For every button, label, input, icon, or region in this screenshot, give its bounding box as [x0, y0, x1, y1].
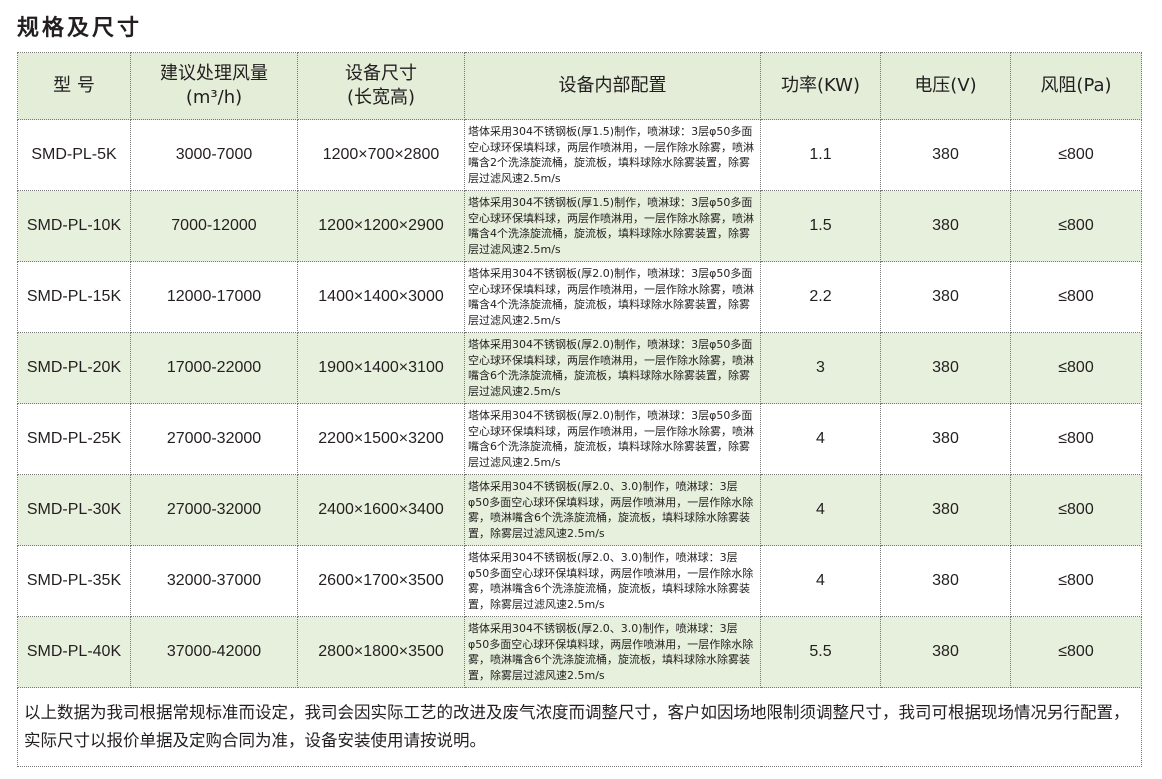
airflow-cell: 7000-12000 — [130, 190, 298, 262]
power-cell: 4 — [760, 474, 881, 546]
resistance-cell: ≤800 — [1010, 545, 1142, 617]
airflow-cell: 17000-22000 — [130, 332, 298, 404]
header-size-label: 设备尺寸 — [345, 63, 417, 84]
table-row: SMD-PL-15K 12000-17000 1400×1400×3000 塔体采用3… — [17, 261, 1142, 333]
size-cell: 2800×1800×3500 — [297, 616, 465, 688]
config-cell: 塔体采用304不锈钢板(厚2.0)制作，喷淋球：3层φ50多面空心球环保填料球，… — [464, 261, 761, 333]
table-row: SMD-PL-25K 27000-32000 2200×1500×3200 塔体采用3… — [17, 403, 1142, 475]
header-power: 功率(KW) — [760, 52, 881, 120]
table-row: SMD-PL-10K 7000-12000 1200×1200×2900 塔体采用30… — [17, 190, 1142, 262]
size-cell: 2400×1600×3400 — [297, 474, 465, 546]
model-cell: SMD-PL-15K — [17, 261, 131, 333]
header-model: 型 号 — [17, 52, 131, 120]
resistance-cell: ≤800 — [1010, 190, 1142, 262]
airflow-cell: 12000-17000 — [130, 261, 298, 333]
power-cell: 1.5 — [760, 190, 881, 262]
size-cell: 1200×700×2800 — [297, 119, 465, 191]
airflow-cell: 37000-42000 — [130, 616, 298, 688]
resistance-cell: ≤800 — [1010, 261, 1142, 333]
voltage-cell: 380 — [880, 403, 1011, 475]
spec-table: 型 号 建议处理风量 (m³/h) 设备尺寸 (长宽高) 设备内部配置 功率(KW)… — [17, 52, 1142, 767]
header-size: 设备尺寸 (长宽高) — [297, 52, 465, 120]
airflow-cell: 3000-7000 — [130, 119, 298, 191]
config-cell: 塔体采用304不锈钢板(厚1.5)制作，喷淋球：3层φ50多面空心球环保填料球，… — [464, 119, 761, 191]
header-airflow-unit: (m³/h) — [185, 87, 243, 108]
power-cell: 5.5 — [760, 616, 881, 688]
resistance-cell: ≤800 — [1010, 403, 1142, 475]
header-voltage: 电压(V) — [880, 52, 1011, 120]
resistance-cell: ≤800 — [1010, 474, 1142, 546]
power-cell: 3 — [760, 332, 881, 404]
size-cell: 1400×1400×3000 — [297, 261, 465, 333]
size-cell: 2200×1500×3200 — [297, 403, 465, 475]
voltage-cell: 380 — [880, 261, 1011, 333]
header-row: 型 号 建议处理风量 (m³/h) 设备尺寸 (长宽高) 设备内部配置 功率(KW)… — [17, 52, 1142, 120]
size-cell: 1900×1400×3100 — [297, 332, 465, 404]
size-cell: 1200×1200×2900 — [297, 190, 465, 262]
config-cell: 塔体采用304不锈钢板(厚2.0、3.0)制作，喷淋球：3层φ50多面空心球环保… — [464, 545, 761, 617]
power-cell: 4 — [760, 403, 881, 475]
config-cell: 塔体采用304不锈钢板(厚1.5)制作，喷淋球：3层φ50多面空心球环保填料球，… — [464, 190, 761, 262]
model-cell: SMD-PL-20K — [17, 332, 131, 404]
model-cell: SMD-PL-25K — [17, 403, 131, 475]
airflow-cell: 27000-32000 — [130, 403, 298, 475]
voltage-cell: 380 — [880, 119, 1011, 191]
voltage-cell: 380 — [880, 332, 1011, 404]
page-title: 规格及尺寸 — [17, 16, 143, 41]
size-cell: 2600×1700×3500 — [297, 545, 465, 617]
resistance-cell: ≤800 — [1010, 616, 1142, 688]
model-cell: SMD-PL-5K — [17, 119, 131, 191]
table-row: SMD-PL-35K 32000-37000 2600×1700×3500 塔体采用3… — [17, 545, 1142, 617]
header-airflow: 建议处理风量 (m³/h) — [130, 52, 298, 120]
config-cell: 塔体采用304不锈钢板(厚2.0)制作，喷淋球：3层φ50多面空心球环保填料球，… — [464, 403, 761, 475]
header-config: 设备内部配置 — [464, 52, 761, 120]
voltage-cell: 380 — [880, 545, 1011, 617]
voltage-cell: 380 — [880, 616, 1011, 688]
header-airflow-label: 建议处理风量 — [160, 63, 268, 84]
voltage-cell: 380 — [880, 474, 1011, 546]
airflow-cell: 27000-32000 — [130, 474, 298, 546]
model-cell: SMD-PL-30K — [17, 474, 131, 546]
table-row: SMD-PL-5K 3000-7000 1200×700×2800 塔体采用304不锈… — [17, 119, 1142, 191]
model-cell: SMD-PL-10K — [17, 190, 131, 262]
airflow-cell: 32000-37000 — [130, 545, 298, 617]
table-row: SMD-PL-20K 17000-22000 1900×1400×3100 塔体采用3… — [17, 332, 1142, 404]
model-cell: SMD-PL-35K — [17, 545, 131, 617]
voltage-cell: 380 — [880, 190, 1011, 262]
config-cell: 塔体采用304不锈钢板(厚2.0、3.0)制作，喷淋球：3层φ50多面空心球环保… — [464, 616, 761, 688]
config-cell: 塔体采用304不锈钢板(厚2.0、3.0)制作，喷淋球：3层φ50多面空心球环保… — [464, 474, 761, 546]
resistance-cell: ≤800 — [1010, 332, 1142, 404]
table-row: SMD-PL-30K 27000-32000 2400×1600×3400 塔体采用3… — [17, 474, 1142, 546]
config-cell: 塔体采用304不锈钢板(厚2.0)制作，喷淋球：3层φ50多面空心球环保填料球，… — [464, 332, 761, 404]
model-cell: SMD-PL-40K — [17, 616, 131, 688]
power-cell: 4 — [760, 545, 881, 617]
power-cell: 2.2 — [760, 261, 881, 333]
power-cell: 1.1 — [760, 119, 881, 191]
header-size-unit: (长宽高) — [346, 87, 416, 108]
table-row: SMD-PL-40K 37000-42000 2800×1800×3500 塔体采用3… — [17, 616, 1142, 688]
resistance-cell: ≤800 — [1010, 119, 1142, 191]
footnote: 以上数据为我司根据常规标准而设定，我司会因实际工艺的改进及废气浓度而调整尺寸，客… — [17, 687, 1142, 767]
header-resistance: 风阻(Pa) — [1010, 52, 1142, 120]
